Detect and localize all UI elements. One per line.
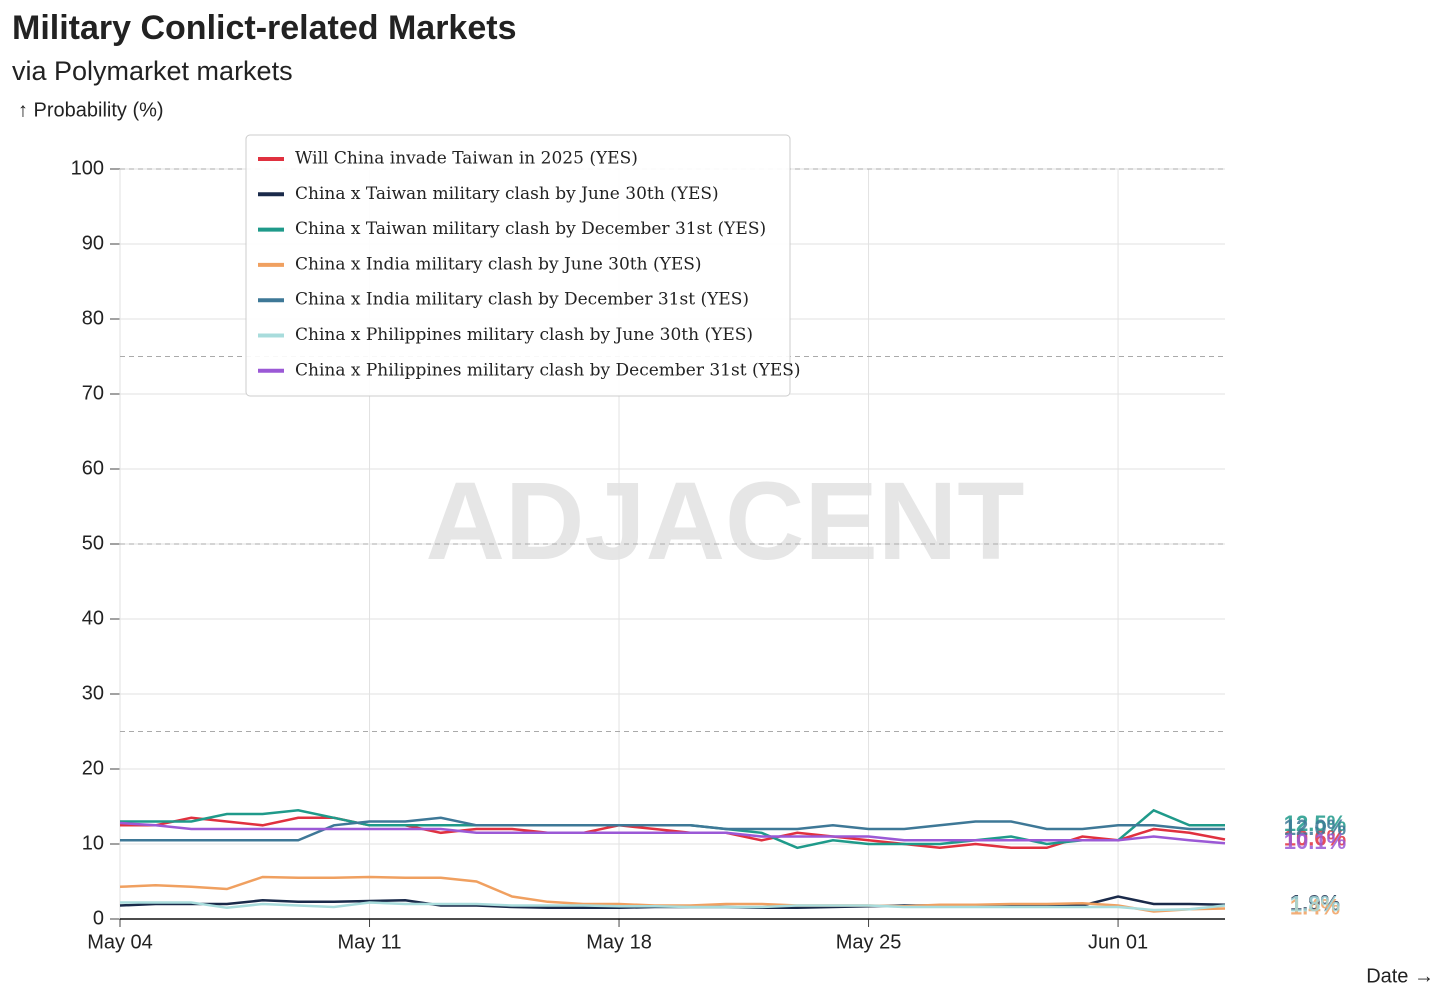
y-tick-label: 40 [82,607,104,629]
legend-label: China x Philippines military clash by Ju… [295,325,753,345]
legend-label: China x India military clash by December… [295,290,749,310]
legend-label: Will China invade Taiwan in 2025 (YES) [295,149,638,169]
watermark: ADJACENT [426,460,1025,583]
y-tick-label: 60 [82,457,104,479]
x-tick-label: May 18 [586,931,652,953]
y-tick-label: 10 [82,832,104,854]
x-tick-label: Jun 01 [1088,931,1148,953]
end-label: 12.5% [1284,811,1346,836]
series-line [120,816,1225,842]
y-tick-label: 50 [82,532,104,554]
y-tick-label: 100 [71,157,104,179]
legend-label: China x Taiwan military clash by Decembe… [295,219,766,239]
x-tick-label: May 25 [836,931,902,953]
legend-label: China x Philippines military clash by De… [295,360,801,380]
y-tick-label: 30 [82,682,104,704]
y-tick-label: 20 [82,757,104,779]
y-tick-label: 70 [82,382,104,404]
end-label: 10.6% [1284,825,1346,850]
end-label: 1.9% [1290,891,1340,916]
series-line [119,821,1226,845]
end-label: 1.4% [1290,894,1340,919]
series-line [120,816,1226,850]
x-tick-label: May 04 [87,931,153,953]
end-label: 10.1% [1284,829,1346,854]
chart-title: Military Conlict-related Markets [12,9,516,47]
y-tick-label: 0 [93,907,104,929]
x-tick-label: May 11 [337,931,401,953]
chart-subtitle: via Polymarket markets [12,56,293,86]
x-axis-label: Date → [1366,965,1434,987]
series-line [120,901,1226,912]
y-tick-label: 80 [82,307,104,329]
end-label: 12.0% [1284,815,1346,840]
legend-label: China x Taiwan military clash by June 30… [295,184,719,204]
end-label: 1.8% [1290,891,1340,916]
legend-label: China x India military clash by June 30t… [295,254,702,274]
legend: Will China invade Taiwan in 2025 (YES) Ch… [245,134,801,397]
y-tick-label: 90 [82,232,104,254]
legend-box [245,134,791,397]
y-axis-label: ↑ Probability (%) [18,99,164,121]
